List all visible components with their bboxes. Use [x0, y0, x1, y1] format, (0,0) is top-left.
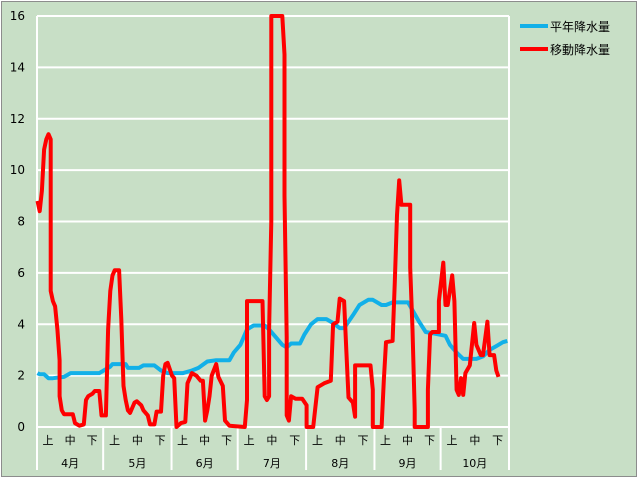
x-tick-label: 中 — [65, 434, 76, 447]
x-tick-label: 上 — [177, 434, 188, 447]
y-tick-label: 0 — [17, 420, 25, 434]
x-tick-label: 下 — [358, 434, 369, 447]
x-tick-label: 中 — [402, 434, 413, 447]
x-tick-label: 中 — [266, 434, 277, 447]
y-axis-ticks: 0 2 4 6 8 10 12 14 16 — [10, 9, 25, 434]
month-label: 10月 — [462, 457, 487, 470]
series-line — [36, 297, 508, 381]
x-tick-label: 中 — [335, 434, 346, 447]
x-tick-label: 下 — [87, 434, 98, 447]
y-tick-label: 4 — [17, 317, 25, 331]
x-tick-label: 上 — [447, 434, 458, 447]
month-label: 7月 — [263, 457, 281, 470]
x-tick-label: 下 — [424, 434, 435, 447]
month-label: 4月 — [61, 457, 79, 470]
y-tick-label: 14 — [10, 60, 25, 74]
month-label: 9月 — [399, 457, 417, 470]
x-tick-label: 下 — [155, 434, 166, 447]
y-tick-label: 6 — [17, 266, 25, 280]
legend-item: 移動降水量 — [520, 43, 610, 57]
y-tick-label: 2 — [17, 369, 25, 383]
x-tick-label: 上 — [43, 434, 54, 447]
month-label: 6月 — [196, 457, 214, 470]
month-label: 5月 — [128, 457, 146, 470]
y-tick-label: 16 — [10, 9, 25, 23]
x-tick-label: 下 — [492, 434, 503, 447]
x-tick-label: 中 — [469, 434, 480, 447]
legend-item: 平年降水量 — [520, 20, 610, 34]
x-tick-label: 中 — [132, 434, 143, 447]
x-tick-label: 上 — [244, 434, 255, 447]
series-line — [35, 14, 501, 429]
series-lines — [35, 14, 508, 429]
x-axis: 上中下4月上中下5月上中下6月上中下7月上中下8月上中下9月上中下10月 — [43, 427, 503, 470]
x-tick-label: 上 — [109, 434, 120, 447]
y-tick-label: 10 — [10, 163, 25, 177]
x-tick-label: 中 — [199, 434, 210, 447]
x-tick-label: 上 — [380, 434, 391, 447]
legend-label: 移動降水量 — [550, 43, 610, 57]
x-tick-label: 下 — [289, 434, 300, 447]
month-label: 8月 — [331, 457, 349, 470]
x-tick-label: 上 — [312, 434, 323, 447]
legend-label: 平年降水量 — [550, 20, 610, 34]
y-tick-label: 8 — [17, 215, 25, 229]
y-tick-label: 12 — [10, 112, 25, 126]
x-tick-label: 下 — [221, 434, 232, 447]
